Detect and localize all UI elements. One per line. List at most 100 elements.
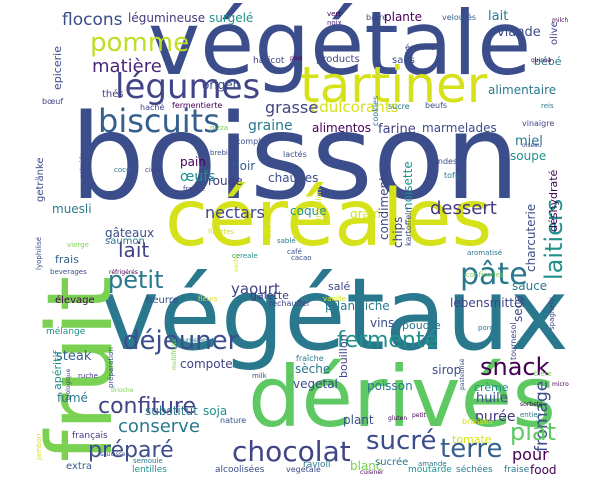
word-sans: sans [392,55,415,66]
word-entier: entier [520,411,541,419]
word-biscuits: biscuits [98,102,220,140]
word-galette: galette [250,289,289,302]
word-matiere: matière [92,56,162,77]
word-blanc: blanc [350,459,383,473]
word-ravioli: ravioli [303,460,331,470]
word-vache: vache [233,253,240,272]
word-melange: mélange [46,327,86,337]
word-milch: milch [552,17,569,24]
word-chips: chips [391,216,405,248]
word-petit: petit [108,266,164,294]
word-prepare: préparé [88,438,174,463]
word-getranke: getränke [35,157,46,202]
word-sable: sablé [277,237,296,245]
word-oiseau: oiseau [522,142,542,149]
word-sauce: sauce [512,279,548,293]
word-pflanzliche: pflanzliche [325,299,390,313]
word-amande: amande [418,460,447,468]
word-fraise: fraise [504,465,530,475]
word-tartiner: tartiner [300,56,488,114]
word-compote: compote [180,357,233,371]
word-origen: origen [202,78,241,92]
word-steak: steak [56,349,92,364]
word-olive: olive [549,21,560,45]
word-bebe: bébé [534,55,562,68]
word-vegetal: vegetal [293,377,338,391]
word-charcuterie: charcuterie [524,203,538,272]
word-petit-small: petit [412,412,426,419]
word-saumon: saumon [105,236,145,247]
word-grain: grain [350,207,381,221]
word-vinaigre: vinaigre [522,119,555,128]
word-alcoolisees: alcoolisées [215,465,265,475]
word-extra: extra [66,461,93,472]
word-spaghetti: spaghetti [548,296,556,330]
word-elevage: élevage [55,295,95,306]
word-tofu: tofu [444,171,460,180]
word-bebidas: bebidas [265,210,273,238]
word-grasse: grasse [265,98,319,117]
word-surgele: surgelé [209,11,254,25]
word-plant: plant [343,413,374,427]
word-rouge: rouge [208,174,243,188]
word-ondes: ondes [433,157,458,166]
word-confiture: confiture [98,394,197,419]
word-alimentaire: alimentaire [488,83,557,97]
word-sucre: sucré [366,426,437,456]
word-sirop: sirop [432,363,462,377]
word-seche: sèche [295,362,331,376]
word-cereales: céréales [165,174,493,264]
word-lactes: lactés [283,150,307,159]
word-aperitif: apéritif [51,350,64,390]
word-bouillon: bouillon [337,334,350,378]
word-miel: miel [515,134,543,149]
word-vegetaux: végétaux [100,256,569,373]
word-coco: coco [114,166,131,174]
word-aromatise: aromatisé [467,249,503,257]
word-fleurs: fleurs [198,295,218,303]
word-cafe: café [287,248,302,256]
word-marmelades: marmelades [422,121,497,135]
word-creme: crème [474,381,509,394]
word-tomate: tomate [452,433,492,446]
word-products: products [316,54,360,65]
word-oeufs: œufs [180,169,216,185]
word-france: france [183,185,206,193]
word-confiseries: confiseries [466,271,504,279]
word-muesli: muesli [52,202,92,216]
word-sorbets: sorbets [520,401,543,408]
word-edulcorants: édulcorants [310,98,399,116]
word-nectars: nectars [205,203,265,222]
word-lyophilise: lyophilisé [35,236,43,270]
word-sucree: sucrée [375,457,409,468]
word-chocolat: chocolat [232,435,351,468]
word-kartoffeln: kartoffeln [404,207,413,246]
word-thes: thés [102,89,124,100]
word-boisson: boisson [70,88,520,226]
word-huile: huile [476,391,508,406]
word-barre: barre [366,13,388,22]
word-biologique: biologique [65,368,72,400]
word-complet: complet [236,137,269,146]
word-rechauffer: réchauffer [269,299,311,308]
word-soja: soja [203,404,228,418]
word-vegetale-small: vegetale [286,465,321,474]
word-vanille: vanille [323,295,347,303]
word-cereale: cereale [232,252,258,260]
word-micro: micro [552,381,569,388]
word-fume: fumé [57,391,88,405]
word-derives: dérivés [248,348,557,446]
word-poudre: poudre [402,319,441,332]
word-gluten: gluten [388,415,408,422]
word-lentilles: lentilles [132,465,167,475]
word-coque: coque [290,204,327,218]
word-pomme: pomme [90,28,190,58]
word-cacao: cacao [291,254,312,262]
word-ecreme: écrémé [405,43,436,52]
word-tournesol: tournesol [509,322,518,360]
word-dejeuner: déjeuner [123,326,239,356]
word-beverages: beverages [50,268,87,276]
word-legumes: légumes [115,67,261,107]
word-multifruits: multifruits [171,339,178,370]
word-beurre: beurre [146,295,179,306]
